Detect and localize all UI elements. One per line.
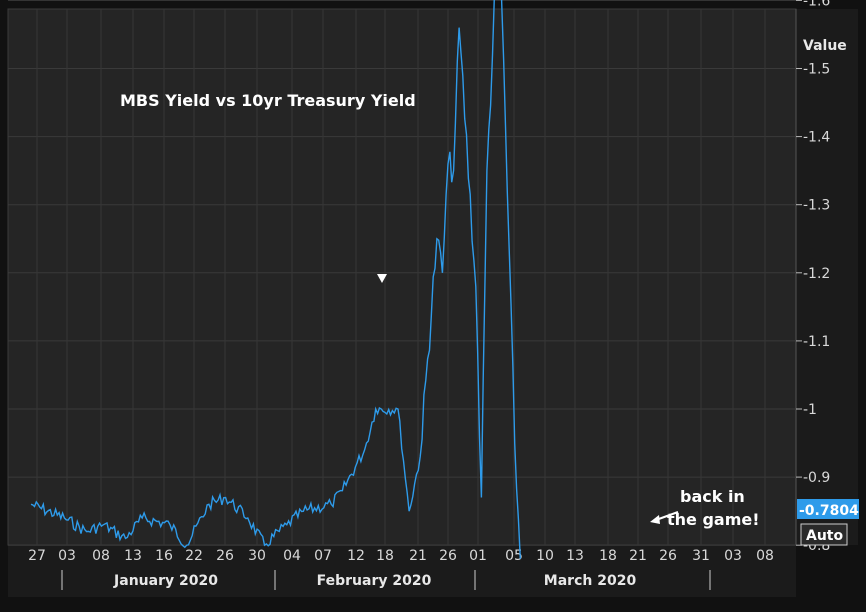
- x-tick-label: 26: [659, 548, 677, 564]
- x-tick-label: 22: [185, 548, 203, 564]
- x-tick-label: 26: [216, 548, 234, 564]
- annotation-text: back in: [680, 487, 745, 506]
- x-tick-label: 07: [314, 548, 332, 564]
- x-tick-label: 18: [376, 548, 394, 564]
- x-tick-label: 21: [409, 548, 427, 564]
- chart-title: MBS Yield vs 10yr Treasury Yield: [120, 91, 416, 110]
- y-tick-label: -1: [803, 402, 817, 418]
- x-tick-label: 27: [28, 548, 46, 564]
- y-tick-label: -1.5: [803, 62, 830, 78]
- x-tick-label: 04: [283, 548, 301, 564]
- x-tick-label: 10: [536, 548, 554, 564]
- x-tick-label: 08: [92, 548, 110, 564]
- y-tick-label: -0.9: [803, 470, 830, 486]
- x-tick-label: 13: [124, 548, 142, 564]
- x-tick-label: 01: [469, 548, 487, 564]
- last-value-label: -0.7804: [799, 503, 859, 519]
- x-tick-label: 03: [58, 548, 76, 564]
- month-label: January 2020: [113, 573, 218, 589]
- x-tick-label: 03: [724, 548, 742, 564]
- x-tick-label: 26: [439, 548, 457, 564]
- annotation-text: the game!: [667, 510, 760, 529]
- x-tick-label: 16: [155, 548, 173, 564]
- month-label: February 2020: [317, 573, 432, 589]
- y-tick-label: -1.4: [803, 130, 830, 146]
- auto-scale-label: Auto: [806, 528, 843, 544]
- y-axis-label: Value: [803, 38, 847, 54]
- month-labels: January 2020 February 2020 March 2020: [62, 570, 710, 590]
- x-tick-label: 13: [566, 548, 584, 564]
- y-tick-label: -1.6: [803, 0, 830, 9]
- x-tick-label: 31: [692, 548, 710, 564]
- x-tick-label: 12: [347, 548, 365, 564]
- x-tick-label: 30: [248, 548, 266, 564]
- month-label: March 2020: [544, 573, 637, 589]
- x-tick-label: 21: [629, 548, 647, 564]
- x-tick-label: 18: [599, 548, 617, 564]
- y-tick-label: -1.3: [803, 198, 830, 214]
- y-tick-label: -1.2: [803, 266, 830, 282]
- x-tick-label: 08: [756, 548, 774, 564]
- y-tick-label: -1.1: [803, 334, 830, 350]
- plot-area: [8, 9, 796, 545]
